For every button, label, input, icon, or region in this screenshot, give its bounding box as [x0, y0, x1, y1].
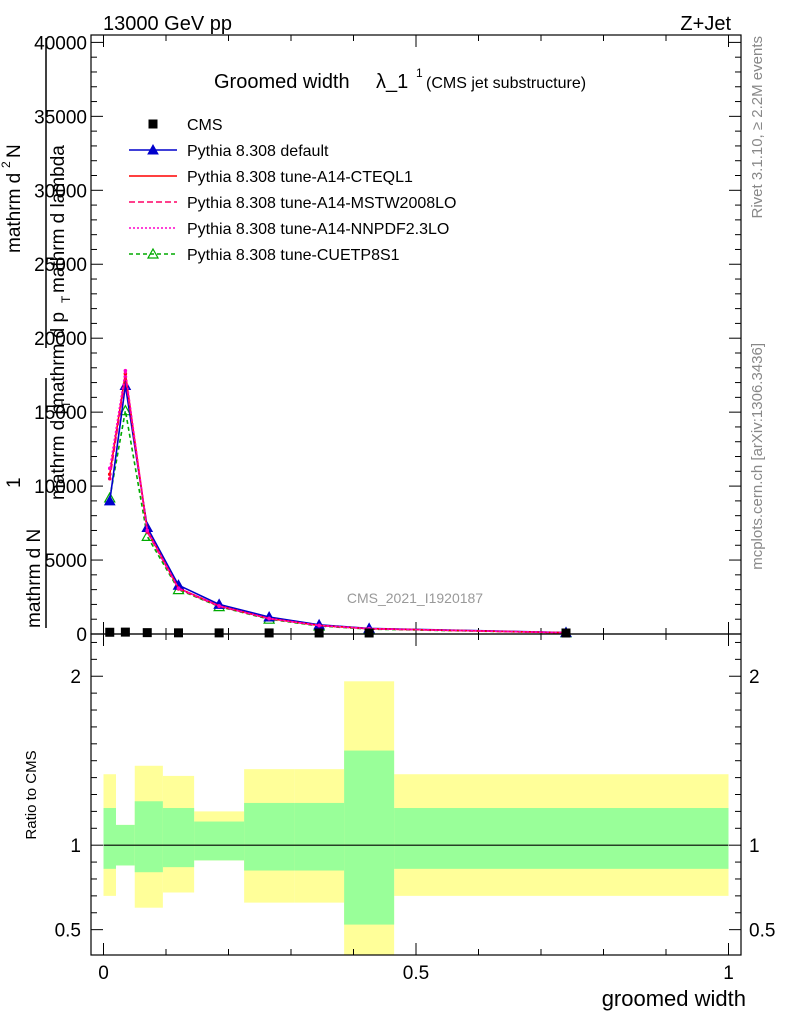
- title-subtitle: (CMS jet substructure): [426, 75, 586, 92]
- cms-point-3: [174, 628, 183, 638]
- rivet-label: Rivet 3.1.10, ≥ 2.2M events: [749, 36, 766, 219]
- legend-label-default: Pythia 8.308 default: [187, 143, 329, 160]
- series-line-nnpdf: [109, 370, 567, 634]
- ylabel-main-den2: mathrm d lambda: [48, 145, 69, 293]
- cms-point-2: [142, 628, 152, 638]
- y-tick-label-1: 5000: [45, 551, 87, 572]
- legend-label-cteql1: Pythia 8.308 tune-A14-CTEQL1: [187, 169, 413, 186]
- ratio-panel: 0.5 0.5 1 1 2 2 0 0.5 1: [55, 633, 775, 984]
- x-tick-label-1: 0.5: [403, 963, 429, 984]
- process-label: Z+Jet: [680, 13, 731, 35]
- series-point-nnpdf-2: [145, 528, 150, 533]
- cms-point-0: [105, 627, 115, 637]
- legend-marker-cuetp8s1: [146, 247, 160, 259]
- analysis-watermark: CMS_2021_I1920187: [347, 590, 483, 606]
- ratio-band-inner-0: [103, 808, 116, 869]
- cms-point-1: [120, 627, 130, 637]
- series-point-nnpdf-1: [123, 368, 128, 373]
- x-tick-label-0: 0: [98, 963, 109, 984]
- series-point-nnpdf-6: [317, 623, 321, 628]
- main-panel: 0 5000 10000 15000 20000 25000 30000 35000 40000: [34, 33, 742, 646]
- ylabel-main-num-n: N: [4, 144, 25, 158]
- title-lambda: λ_1: [376, 71, 408, 93]
- y-tick-label-7: 35000: [34, 107, 87, 128]
- title-main: Groomed width: [214, 71, 350, 93]
- ratio-band-inner-8: [394, 808, 729, 869]
- y-tick-label-5: 25000: [34, 255, 87, 276]
- ylabel-prefix-num: 1: [4, 477, 25, 488]
- series-point-nnpdf-4: [217, 604, 221, 608]
- legend-label-nnpdf: Pythia 8.308 tune-A14-NNPDF2.3LO: [187, 221, 449, 238]
- ylabel-main-num-sup: 2: [0, 161, 13, 168]
- x-tick-label-2: 1: [723, 963, 734, 984]
- ylabel-prefix-den2: mathrm d p: [48, 404, 69, 500]
- legend-label-cms: CMS: [187, 117, 223, 134]
- series-point-mstw-0: [107, 476, 112, 481]
- series-point-nnpdf-5: [267, 616, 271, 621]
- series-point-nnpdf-3: [176, 586, 181, 590]
- series-line-mstw: [109, 376, 567, 634]
- ratio-tick-label-left-0: 0.5: [55, 921, 81, 942]
- y-tick-label-2: 10000: [34, 477, 87, 498]
- y-tick-label-3: 15000: [34, 403, 87, 424]
- legend-marker-default: [147, 143, 159, 155]
- cms-point-6: [314, 628, 324, 638]
- ratio-tick-label-right-0: 0.5: [749, 921, 775, 942]
- ratio-band-inner-3: [162, 808, 195, 868]
- ylabel-prefix-den2-sub: T: [59, 400, 73, 408]
- cms-point-4: [214, 628, 224, 638]
- legend-label-mstw: Pythia 8.308 tune-A14-MSTW2008LO: [187, 195, 456, 212]
- ylabel-main-den-sub: T: [59, 295, 73, 303]
- ylabel-prefix-den: mathrm d N: [24, 529, 45, 628]
- series-line-default: [109, 385, 567, 634]
- ratio-band-inner-2: [134, 801, 163, 873]
- y-tick-label-4: 20000: [34, 329, 87, 350]
- ratio-band-inner-5: [244, 802, 295, 871]
- series-point-nnpdf-0: [107, 466, 112, 471]
- mcplots-label: mcplots.cern.ch [arXiv:1306.3436]: [749, 343, 766, 570]
- series-line-cuetp8s1: [109, 410, 567, 634]
- legend: CMS Pythia 8.308 default Pythia 8.308 tune…: [129, 117, 456, 264]
- energy-label: 13000 GeV pp: [103, 13, 232, 35]
- y-tick-label-8: 40000: [34, 33, 87, 54]
- x-axis-label: groomed width: [602, 986, 746, 1011]
- ratio-tick-label-right-2: 2: [749, 667, 760, 688]
- ratio-band-inner-4: [194, 821, 245, 861]
- ylabel-main-num: mathrm d: [4, 173, 25, 253]
- ratio-band-inner-7: [344, 750, 395, 925]
- cms-point-5: [264, 628, 274, 638]
- legend-marker-cms: [148, 119, 158, 129]
- cms-point-7: [364, 628, 374, 638]
- cms-point-8: [561, 628, 571, 638]
- legend-label-cuetp8s1: Pythia 8.308 tune-CUETP8S1: [187, 247, 400, 264]
- series-point-default-0: [103, 494, 116, 506]
- series-point-cuetp8s1-1: [119, 404, 132, 416]
- y-tick-label-0: 0: [76, 625, 87, 646]
- y-tick-label-6: 30000: [34, 181, 87, 202]
- ratio-tick-label-left-2: 2: [70, 667, 81, 688]
- ratio-band-inner-6: [294, 802, 345, 871]
- title-superscript: 1: [416, 66, 423, 80]
- ratio-tick-label-right-1: 1: [749, 836, 760, 857]
- ratio-tick-label-left-1: 1: [70, 836, 81, 857]
- ylabel-main-den: mathrm d p: [48, 312, 69, 408]
- y-axis-label: mathrm d N 1 mathrm d p T mathrm d p T m…: [0, 38, 73, 628]
- chart-title: Groomed width λ_1 1 (CMS jet substructur…: [214, 66, 586, 93]
- ratio-axis-label: Ratio to CMS: [23, 750, 40, 839]
